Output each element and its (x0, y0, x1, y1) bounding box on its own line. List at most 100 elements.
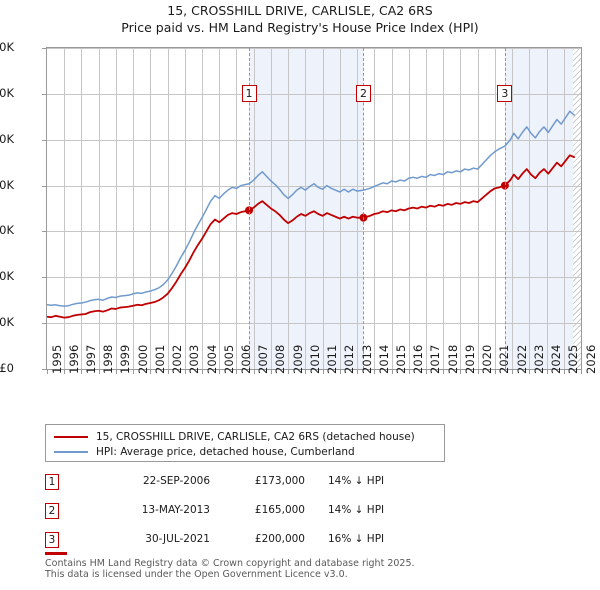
transaction-date: 30-JUL-2021 (145, 533, 210, 545)
y-axis-tick-label: £200K (0, 177, 14, 192)
x-axis-tick (236, 370, 237, 374)
gridline-vertical (185, 48, 186, 369)
x-axis-tick-label: 2006 (238, 344, 253, 374)
x-axis-tick-label: 2003 (187, 344, 202, 374)
marker-badge-2[interactable]: 2 (355, 85, 371, 103)
chart-plot-area (46, 47, 582, 370)
transaction-hpi-delta: 14% ↓ HPI (328, 475, 385, 487)
x-axis-tick (47, 370, 48, 374)
x-axis-tick-label: 2010 (307, 344, 322, 374)
y-axis-tick (42, 369, 47, 370)
x-axis-tick (409, 370, 410, 374)
x-axis-tick-label: 2009 (290, 344, 305, 374)
y-axis-tick-label: £250K (0, 131, 14, 146)
x-axis-tick-label: 2019 (462, 344, 477, 374)
gridline-vertical (443, 48, 444, 369)
transactions-table: 1 22-SEP-2006 £173,000 14% ↓ HPI 2 13-MAY-201… (45, 472, 475, 559)
gridline-vertical (495, 48, 496, 369)
chart-legend: 15, CROSSHILL DRIVE, CARLISLE, CA2 6RS (… (45, 424, 445, 462)
transaction-index-badge[interactable]: 3 (45, 532, 59, 548)
x-axis-tick (81, 370, 82, 374)
x-axis-tick-label: 1996 (66, 344, 81, 374)
transaction-hpi-delta: 16% ↓ HPI (328, 533, 385, 545)
y-axis-tick (42, 231, 47, 232)
y-axis-tick-label: £0 (0, 361, 14, 375)
table-row: 2 13-MAY-2013 £165,000 14% ↓ HPI (45, 501, 475, 530)
shaded-band-2 (504, 48, 574, 369)
event-line-3 (504, 48, 506, 369)
y-axis-tick (42, 140, 47, 141)
gridline-vertical (219, 48, 220, 369)
marker-badge-1[interactable]: 1 (241, 85, 257, 103)
gridline-vertical (340, 48, 341, 369)
gridline-vertical (460, 48, 461, 369)
legend-item-1: 15, CROSSHILL DRIVE, CARLISLE, CA2 6RS (… (52, 429, 438, 444)
x-axis-tick (168, 370, 169, 374)
y-axis-tick-label: £100K (0, 269, 14, 284)
gridline-vertical (168, 48, 169, 369)
x-axis-tick (116, 370, 117, 374)
x-axis-tick-label: 1998 (101, 344, 116, 374)
x-axis-tick-label: 2001 (152, 344, 167, 374)
gridline-vertical (133, 48, 134, 369)
x-axis-tick (271, 370, 272, 374)
gridline-vertical (357, 48, 358, 369)
x-axis-tick (581, 370, 582, 374)
gridline-vertical (81, 48, 82, 369)
transaction-index-badge[interactable]: 2 (45, 503, 59, 519)
transaction-date: 22-SEP-2006 (142, 475, 210, 487)
gridline-horizontal (47, 323, 581, 324)
gridline-vertical (288, 48, 289, 369)
x-axis-tick-label: 2024 (549, 344, 564, 374)
gridline-vertical (150, 48, 151, 369)
x-axis-tick (460, 370, 461, 374)
title-line-1: 15, CROSSHILL DRIVE, CARLISLE, CA2 6RS (167, 3, 433, 18)
x-axis-tick (392, 370, 393, 374)
gridline-vertical (392, 48, 393, 369)
event-line-1 (249, 48, 251, 369)
gridline-vertical (254, 48, 255, 369)
gridline-vertical (478, 48, 479, 369)
x-axis-tick-label: 2026 (583, 344, 598, 374)
gridline-vertical (305, 48, 306, 369)
y-axis-tick (42, 323, 47, 324)
gridline-vertical (512, 48, 513, 369)
transaction-price: £173,000 (254, 475, 305, 487)
transaction-index-badge[interactable]: 1 (45, 474, 59, 490)
x-axis-tick (478, 370, 479, 374)
gridline-vertical (374, 48, 375, 369)
x-axis-tick-label: 1997 (83, 344, 98, 374)
x-axis-tick-label: 2000 (135, 344, 150, 374)
y-axis-tick (42, 277, 47, 278)
x-axis-tick-label: 2022 (514, 344, 529, 374)
x-axis-tick (323, 370, 324, 374)
x-axis-tick-label: 2015 (394, 344, 409, 374)
x-axis-tick (495, 370, 496, 374)
gridline-horizontal (47, 231, 581, 232)
x-axis-tick (64, 370, 65, 374)
transaction-date: 13-MAY-2013 (141, 504, 210, 516)
x-axis-tick-label: 2012 (342, 344, 357, 374)
gridline-vertical (116, 48, 117, 369)
x-axis-tick (185, 370, 186, 374)
x-axis-tick (357, 370, 358, 374)
y-axis-tick (42, 186, 47, 187)
page-title: 15, CROSSHILL DRIVE, CARLISLE, CA2 6RS P… (0, 2, 600, 36)
x-axis-tick (547, 370, 548, 374)
x-axis-tick-label: 1999 (118, 344, 133, 374)
marker-badge-3[interactable]: 3 (497, 85, 513, 103)
legend-label-2: HPI: Average price, detached house, Cumb… (96, 445, 355, 458)
x-axis-tick (254, 370, 255, 374)
gridline-horizontal (47, 48, 581, 49)
x-axis-tick-label: 2014 (376, 344, 391, 374)
footer-line-2: This data is licensed under the Open Gov… (45, 569, 348, 580)
title-line-2: Price paid vs. HM Land Registry's House … (121, 20, 479, 35)
x-axis-tick (564, 370, 565, 374)
x-axis-tick-label: 2008 (273, 344, 288, 374)
x-axis-tick (202, 370, 203, 374)
y-axis-tick-label: £350K (0, 40, 14, 54)
y-axis-tick-label: £50K (0, 315, 14, 330)
legend-item-2: HPI: Average price, detached house, Cumb… (52, 444, 438, 459)
chart-line-series-2 (47, 110, 575, 307)
